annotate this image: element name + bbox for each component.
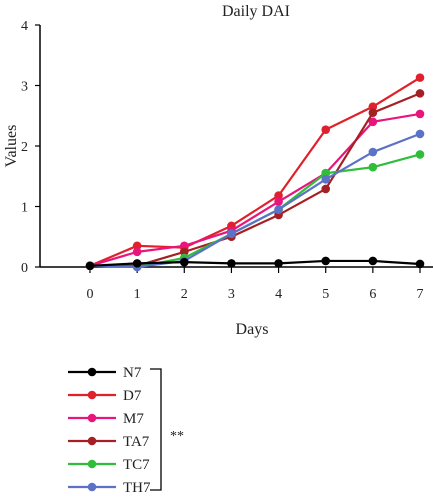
- significance-label: **: [170, 429, 184, 444]
- legend-bracket: [150, 368, 162, 491]
- y-tick-label: 1: [21, 201, 28, 216]
- legend-swatch-marker: [87, 413, 97, 423]
- x-tick-label: 0: [87, 287, 94, 302]
- x-axis-title: Days: [236, 321, 269, 338]
- legend-label: N7: [123, 365, 142, 381]
- series-line: [89, 132, 421, 269]
- legend-item-ta7: TA7: [68, 434, 150, 450]
- legend-label: M7: [123, 411, 144, 427]
- data-point: [179, 247, 189, 257]
- legend-label: D7: [123, 388, 142, 404]
- data-point: [132, 241, 142, 251]
- x-tick-label: 5: [322, 287, 329, 302]
- series-line: [89, 112, 421, 267]
- data-point: [321, 256, 331, 266]
- data-point: [179, 257, 189, 267]
- legend-label: TH7: [123, 480, 151, 496]
- legend-label: TC7: [123, 457, 150, 473]
- chart-title: Daily DAI: [222, 3, 290, 20]
- data-point: [415, 89, 425, 98]
- data-point: [227, 259, 236, 268]
- series-layer: [85, 73, 425, 272]
- series-line: [89, 259, 421, 267]
- data-point: [368, 147, 378, 157]
- data-point: [415, 259, 425, 269]
- data-point: [368, 162, 378, 172]
- legend-item-m7: M7: [68, 411, 144, 427]
- y-tick-label: 0: [21, 261, 28, 276]
- data-point: [85, 261, 95, 271]
- legend-item-tc7: TC7: [68, 457, 150, 473]
- data-point: [274, 191, 283, 200]
- x-tick-label: 3: [228, 287, 235, 302]
- y-axis-title: Values: [3, 125, 20, 168]
- y-tick-label: 2: [21, 140, 28, 155]
- data-point: [368, 256, 378, 266]
- legend-swatch-marker: [87, 436, 97, 446]
- x-tick-label: 2: [181, 287, 188, 302]
- data-point: [415, 129, 425, 139]
- data-point: [321, 125, 331, 134]
- series-n7: [85, 256, 425, 271]
- data-point: [321, 168, 331, 178]
- series-line: [89, 76, 421, 267]
- data-point: [321, 174, 331, 184]
- data-point: [132, 259, 142, 268]
- x-tick-label: 6: [369, 287, 376, 302]
- legend: N7 D7 M7 TA7 TC7 TH7: [68, 365, 162, 496]
- y-tick-label: 3: [21, 80, 28, 95]
- x-tick-label: 4: [275, 287, 282, 302]
- data-point: [179, 241, 189, 251]
- legend-swatch-marker: [87, 390, 97, 400]
- legend-item-th7: TH7: [68, 480, 151, 496]
- data-point: [415, 150, 425, 159]
- data-point: [368, 102, 378, 111]
- series-d7: [85, 73, 425, 271]
- data-point: [227, 229, 236, 239]
- data-point: [274, 197, 283, 206]
- legend-label: TA7: [123, 434, 150, 450]
- data-point: [368, 117, 378, 127]
- legend-swatch-marker: [87, 367, 97, 377]
- legend-item-d7: D7: [68, 388, 142, 404]
- data-point: [132, 247, 142, 257]
- x-tick-label: 1: [134, 287, 141, 302]
- legend-swatch-marker: [87, 459, 97, 469]
- data-point: [274, 259, 283, 268]
- data-point: [274, 205, 283, 214]
- data-point: [368, 108, 378, 118]
- x-tick-label: 7: [417, 287, 424, 302]
- data-point: [415, 109, 425, 119]
- data-point: [321, 184, 331, 194]
- data-point: [415, 73, 425, 82]
- legend-swatch-marker: [87, 482, 97, 492]
- legend-item-n7: N7: [68, 365, 142, 381]
- y-tick-label: 4: [21, 19, 28, 34]
